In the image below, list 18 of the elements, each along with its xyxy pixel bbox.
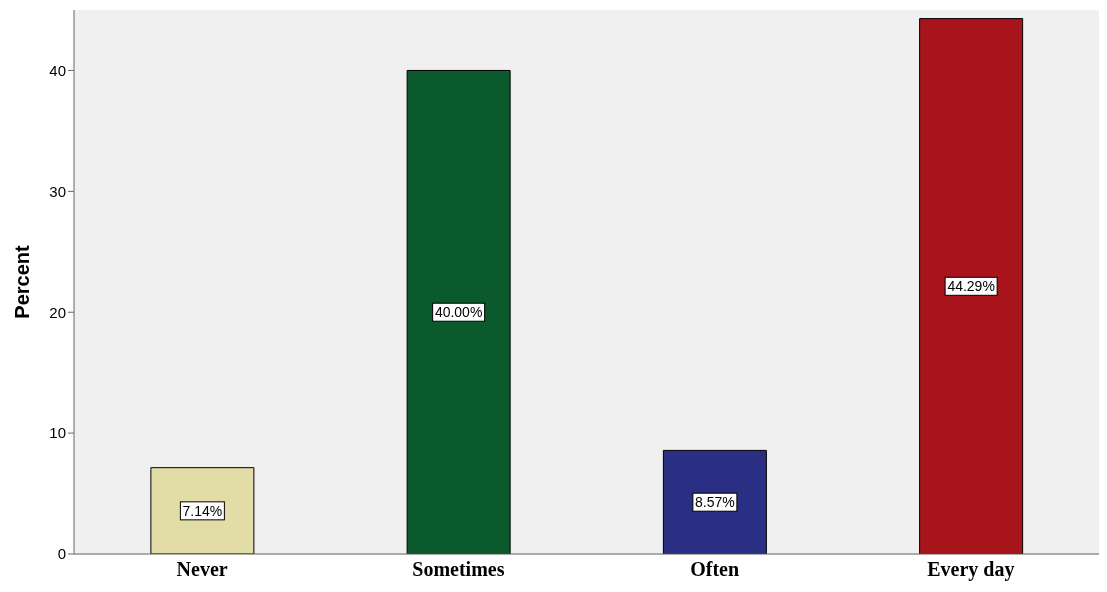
data-label: 44.29% <box>947 278 995 295</box>
y-tick-label: 30 <box>49 182 66 200</box>
x-tick-label: Sometimes <box>412 558 505 581</box>
y-tick-label: 0 <box>57 545 66 563</box>
x-tick-label: Often <box>690 558 740 581</box>
y-tick-label: 10 <box>49 424 66 442</box>
y-tick-label: 40 <box>49 61 66 79</box>
x-tick-label: Every day <box>927 558 1015 582</box>
data-label: 40.00% <box>434 304 483 321</box>
bar <box>662 449 767 554</box>
x-tick-label: Never <box>176 558 228 581</box>
data-label: 7.14% <box>182 502 223 519</box>
data-label: 8.57% <box>695 494 735 511</box>
bar <box>406 69 511 554</box>
y-tick-label: 20 <box>49 303 66 321</box>
bar <box>919 18 1024 554</box>
y-axis-title: Percent <box>11 244 34 319</box>
bar <box>150 467 255 554</box>
